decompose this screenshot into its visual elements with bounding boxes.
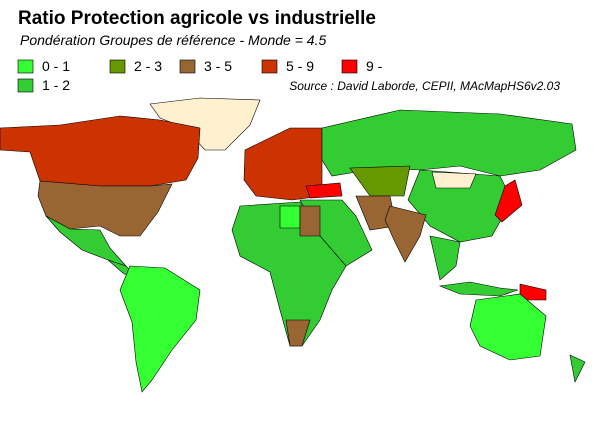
legend-swatch (179, 59, 196, 74)
title: Ratio Protection agricole vs industriell… (18, 8, 376, 29)
greenland (149, 97, 261, 151)
south-africa (285, 319, 311, 347)
legend-label: 0 - 1 (42, 58, 70, 74)
subtitle: Pondération Groupes de référence - Monde… (20, 32, 326, 48)
legend-swatch (17, 59, 34, 74)
canada (0, 115, 201, 187)
europe (243, 127, 323, 201)
legend-swatch (109, 59, 126, 74)
south-america (119, 265, 201, 393)
legend: 0 - 1 2 - 3 3 - 5 5 - 9 9 - 1 - 2 (17, 58, 383, 93)
legend-swatch (261, 59, 278, 74)
indonesia (438, 281, 519, 297)
legend-label: 2 - 3 (134, 58, 162, 74)
turkey (305, 182, 343, 199)
libya (279, 205, 301, 229)
japan (494, 179, 523, 223)
india (384, 205, 427, 263)
legend-label: 3 - 5 (204, 58, 232, 74)
legend-swatch (17, 78, 34, 93)
legend-swatch (341, 59, 358, 74)
egypt (299, 205, 321, 237)
new-zealand (569, 354, 586, 383)
legend-label: 5 - 9 (286, 58, 314, 74)
china (407, 169, 513, 243)
russia (321, 109, 577, 177)
mongolia (431, 171, 477, 189)
source: Source : David Laborde, CEPII, MAcMapHS6… (289, 79, 560, 93)
southeast-asia (429, 235, 461, 281)
kazakhstan (349, 165, 411, 197)
usa (37, 180, 173, 237)
australia (469, 293, 547, 361)
legend-label: 1 - 2 (42, 77, 70, 93)
world-map (0, 97, 586, 393)
legend-label: 9 - (366, 58, 383, 74)
